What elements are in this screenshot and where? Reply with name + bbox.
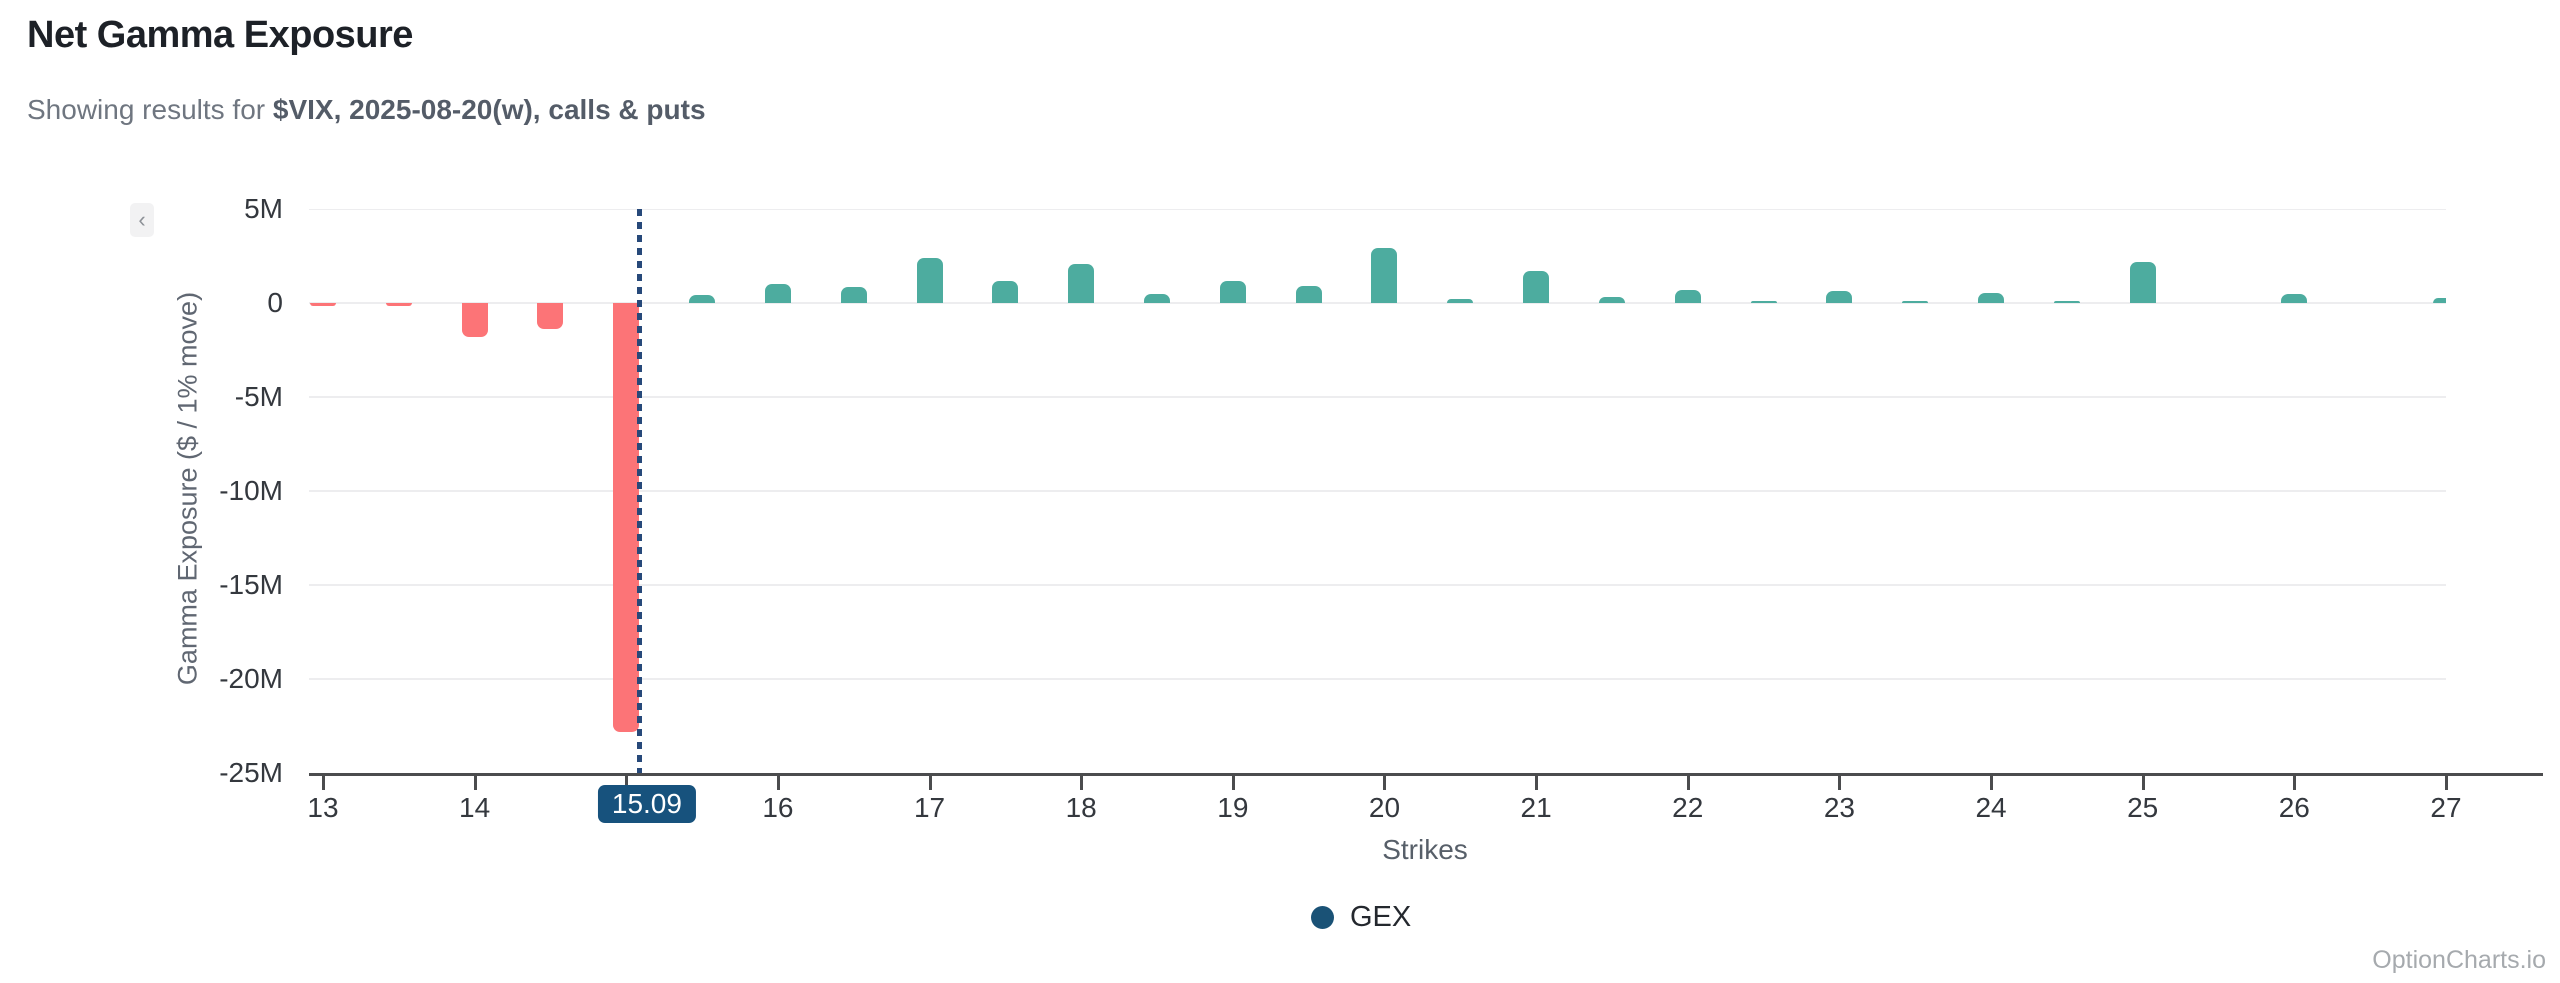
x-tick-18 bbox=[1080, 776, 1084, 790]
x-tick-24 bbox=[1990, 776, 1994, 790]
gridline--5M bbox=[309, 396, 2446, 398]
gridline-5M bbox=[309, 209, 2446, 210]
y-tick-label--15M: -15M bbox=[219, 569, 283, 600]
x-tick-25 bbox=[2141, 776, 2145, 790]
x-tick-label-22: 22 bbox=[1672, 792, 1704, 823]
x-tick-22 bbox=[1686, 776, 1690, 790]
gridline--20M bbox=[309, 678, 2446, 680]
bar-strike-25[interactable] bbox=[2129, 261, 2156, 303]
bar-strike-14.5[interactable] bbox=[537, 303, 564, 330]
bar-strike-24.5[interactable] bbox=[2053, 300, 2080, 303]
gridline--10M bbox=[309, 490, 2446, 492]
bar-strike-20.5[interactable] bbox=[1447, 298, 1474, 303]
x-tick-label-16: 16 bbox=[762, 792, 794, 823]
bar-strike-26[interactable] bbox=[2281, 293, 2308, 303]
legend-item-gex[interactable]: GEX bbox=[1311, 901, 1411, 934]
y-tick-label--25M: -25M bbox=[219, 757, 283, 788]
x-tick-label-20: 20 bbox=[1368, 792, 1401, 823]
bar-strike-18.5[interactable] bbox=[1144, 293, 1171, 303]
x-tick-label-13: 13 bbox=[307, 792, 339, 823]
bar-strike-15.5[interactable] bbox=[689, 295, 716, 303]
x-tick-label-27: 27 bbox=[2430, 792, 2462, 823]
bar-strike-27[interactable] bbox=[2432, 297, 2446, 303]
y-tick-label--10M: -10M bbox=[219, 475, 283, 506]
spot-price-line bbox=[637, 209, 643, 780]
bar-strike-16.5[interactable] bbox=[840, 287, 867, 303]
chart-subtitle: Showing results for $VIX, 2025-08-20(w),… bbox=[27, 94, 706, 126]
x-tick-23 bbox=[1838, 776, 1842, 790]
subtitle-prefix: Showing results for bbox=[27, 94, 273, 125]
x-tick-label-21: 21 bbox=[1520, 792, 1552, 823]
bar-strike-21[interactable] bbox=[1523, 271, 1550, 303]
bar-strike-14[interactable] bbox=[461, 303, 488, 337]
y-tick-label-5M: 5M bbox=[244, 193, 283, 224]
page-title: Net Gamma Exposure bbox=[27, 14, 413, 56]
x-tick-14 bbox=[473, 776, 477, 790]
x-tick-21 bbox=[1535, 776, 1539, 790]
bar-strike-19[interactable] bbox=[1219, 281, 1246, 303]
x-tick-19 bbox=[1231, 776, 1235, 790]
gridline--15M bbox=[309, 584, 2446, 586]
x-tick-27 bbox=[2444, 776, 2448, 790]
legend-dot-icon bbox=[1311, 906, 1334, 929]
chevron-left-icon: ‹ bbox=[138, 207, 146, 232]
x-tick-label-18: 18 bbox=[1065, 792, 1097, 823]
bar-strike-24[interactable] bbox=[1978, 293, 2005, 303]
x-tick-label-14: 14 bbox=[459, 792, 491, 823]
x-tick-label-26: 26 bbox=[2278, 792, 2310, 823]
bar-strike-21.5[interactable] bbox=[1598, 297, 1625, 303]
x-tick-16 bbox=[776, 776, 780, 790]
x-tick-label-25: 25 bbox=[2127, 792, 2159, 823]
legend-label: GEX bbox=[1350, 901, 1412, 933]
bar-strike-13[interactable] bbox=[310, 303, 336, 307]
bar-strike-20[interactable] bbox=[1371, 248, 1398, 303]
plot-area bbox=[309, 209, 2446, 773]
bar-strike-19.5[interactable] bbox=[1295, 286, 1322, 303]
y-tick-label-0: 0 bbox=[267, 287, 283, 318]
x-tick-15 bbox=[625, 776, 629, 790]
bar-strike-22.5[interactable] bbox=[1750, 300, 1777, 303]
bar-strike-16[interactable] bbox=[764, 284, 791, 303]
bar-strike-17.5[interactable] bbox=[992, 281, 1019, 303]
bar-strike-23.5[interactable] bbox=[1902, 301, 1929, 303]
x-tick-20 bbox=[1383, 776, 1387, 790]
x-tick-17 bbox=[928, 776, 932, 790]
x-tick-13 bbox=[322, 776, 325, 790]
spot-price-badge: 15.09 bbox=[597, 785, 696, 823]
bar-strike-13.5[interactable] bbox=[385, 303, 412, 307]
y-tick-label--20M: -20M bbox=[219, 663, 283, 694]
subtitle-ticker-expiry: $VIX, 2025-08-20(w), calls & puts bbox=[272, 94, 706, 125]
collapse-panel-button[interactable]: ‹ bbox=[130, 203, 154, 237]
x-axis-line bbox=[309, 773, 2543, 776]
x-tick-label-19: 19 bbox=[1217, 792, 1249, 823]
gridline-0 bbox=[309, 302, 2446, 304]
x-tick-26 bbox=[2293, 776, 2297, 790]
bar-strike-23[interactable] bbox=[1826, 291, 1853, 303]
watermark: OptionCharts.io bbox=[2372, 946, 2546, 974]
bar-strike-18[interactable] bbox=[1068, 264, 1095, 303]
x-tick-label-23: 23 bbox=[1823, 792, 1855, 823]
bar-strike-22[interactable] bbox=[1674, 289, 1701, 303]
x-axis-title: Strikes bbox=[1382, 834, 1468, 865]
bar-strike-17[interactable] bbox=[916, 257, 943, 303]
bar-strike-15[interactable] bbox=[613, 303, 640, 732]
y-tick-label--5M: -5M bbox=[234, 381, 283, 412]
x-tick-label-17: 17 bbox=[913, 792, 946, 823]
x-tick-label-24: 24 bbox=[1975, 792, 2007, 823]
